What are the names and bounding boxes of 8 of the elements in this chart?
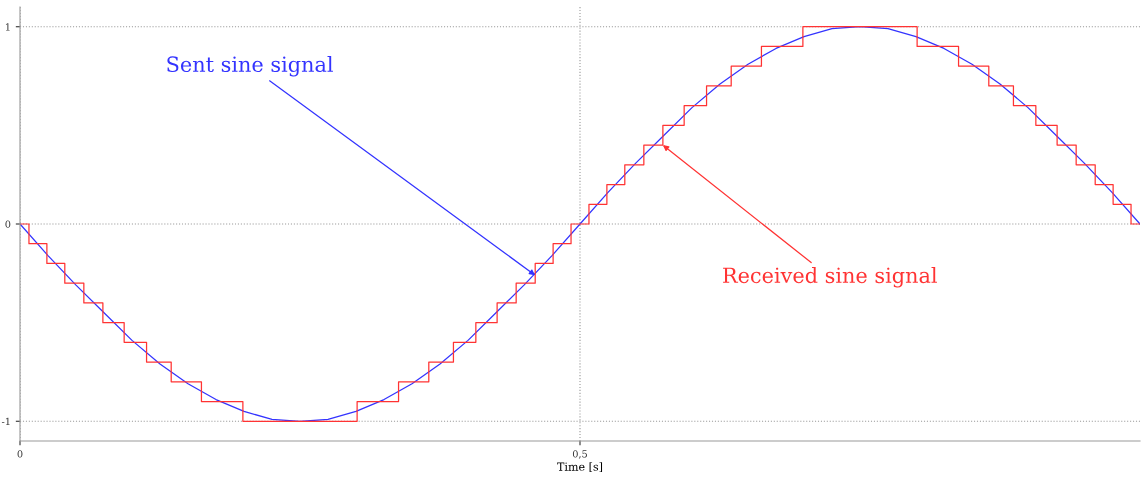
annotation: Sent sine signal: [167, 55, 333, 77]
x-axis-title: Time [s]: [557, 462, 603, 473]
line-series: [20, 26, 1140, 422]
y-tick-label: -1: [1, 417, 10, 425]
annotation: Received sine signal: [723, 267, 937, 288]
y-tick-label: 0: [5, 220, 11, 228]
x-tick-label: 0,5: [572, 450, 587, 459]
y-tick-label: 1: [5, 23, 10, 31]
